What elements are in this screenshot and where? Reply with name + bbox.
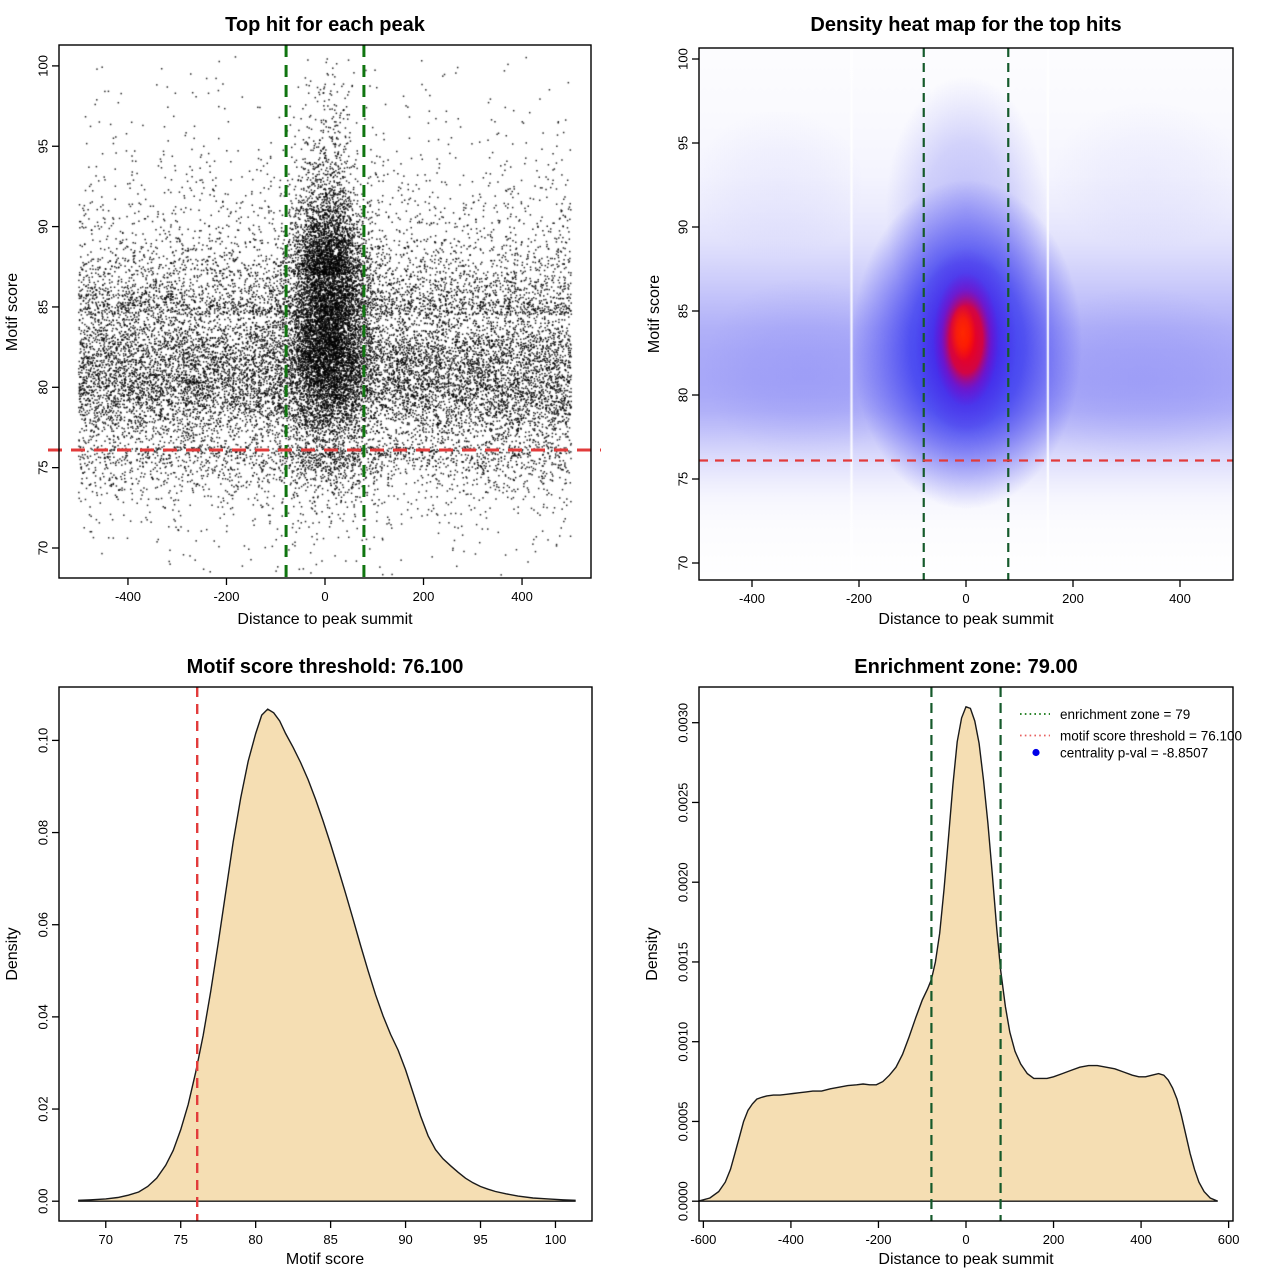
score-density-title: Motif score threshold: 76.100 [187, 656, 464, 678]
distance-density-y-tick-label: 0.0015 [676, 942, 691, 982]
score-density-x-tick-label: 75 [173, 1232, 187, 1247]
distance-density-y-tick-label: 0.0010 [676, 1022, 691, 1062]
heatmap-x-tick-label: -200 [846, 591, 872, 606]
distance-density-y-tick-label: 0.0020 [676, 862, 691, 902]
distance-density-x-tick-label: -600 [690, 1232, 716, 1247]
heatmap-y-tick-label: 85 [676, 304, 691, 318]
heatmap-y-tick-label: 90 [676, 220, 691, 234]
distance-density-x-tick-label: 0 [962, 1232, 969, 1247]
heatmap-title: Density heat map for the top hits [810, 14, 1121, 36]
score-density-density-area [78, 708, 576, 1202]
distance-density-ylabel: Density [644, 927, 661, 980]
score-density-x-tick-label: 90 [398, 1232, 412, 1247]
legend-threshold-label: motif score threshold = 76.100 [1060, 729, 1242, 744]
score-density-y-tick-label: 0.04 [36, 1004, 51, 1029]
score-density-x-tick-label: 80 [248, 1232, 262, 1247]
heatmap-xlabel: Distance to peak summit [878, 611, 1054, 628]
heatmap-y-tick-label: 80 [676, 388, 691, 402]
scatter-title: Top hit for each peak [225, 14, 426, 36]
distance-density-y-tick-label: 0.0030 [676, 703, 691, 743]
heatmap-y-tick-label: 100 [676, 48, 691, 70]
score-density-plot-box [58, 686, 593, 1222]
heatmap-ylabel: Motif score [646, 275, 663, 353]
scatter-y-tick-label: 85 [36, 300, 51, 314]
legend-pval-label: centrality p-val = -8.8507 [1060, 746, 1208, 761]
scatter-y-tick-label: 100 [36, 55, 51, 77]
distance-density-y-tick-label: 0.0005 [676, 1102, 691, 1142]
heatmap-y-tick-label: 95 [676, 136, 691, 150]
scatter-y-tick-label: 70 [36, 541, 51, 555]
distance-density-x-tick-label: -400 [778, 1232, 804, 1247]
scatter-y-tick-label: 95 [36, 139, 51, 153]
scatter-ylabel: Motif score [4, 273, 21, 351]
scatter-y-tick-label: 80 [36, 380, 51, 394]
distance-density-y-tick-label: 0.0000 [676, 1181, 691, 1221]
generated-plot-elements: -400 -200 0 200 400 70 75 80 85 90 95 100 -400 -200 0 2… [36, 44, 1240, 1247]
heatmap-x-tick-label: 200 [1062, 591, 1084, 606]
panel-distance-density: Enrichment zone: 79.00 Distance to peak … [644, 656, 1242, 1268]
legend-blue-point-swatch [1032, 748, 1040, 757]
scatter-y-tick-label: 75 [36, 460, 51, 474]
scatter-y-tick-label: 90 [36, 219, 51, 233]
distance-density-x-tick-label: 400 [1130, 1232, 1152, 1247]
heatmap-x-tick-label: -400 [739, 591, 765, 606]
distance-density-title: Enrichment zone: 79.00 [854, 656, 1077, 678]
scatter-xlabel: Distance to peak summit [237, 611, 413, 628]
score-density-ylabel: Density [4, 927, 21, 980]
score-density-xlabel: Motif score [286, 1251, 364, 1268]
score-density-x-tick-label: 95 [473, 1232, 487, 1247]
score-density-y-tick-label: 0.08 [36, 820, 51, 845]
score-density-y-tick-label: 0.02 [36, 1096, 51, 1121]
distance-density-y-tick-label: 0.0025 [676, 783, 691, 823]
scatter-x-tick-label: 0 [321, 589, 328, 604]
scatter-x-tick-label: -200 [213, 589, 239, 604]
heatmap-x-tick-label: 0 [962, 591, 969, 606]
heatmap-y-tick-label: 70 [676, 556, 691, 570]
heatmap-plot-box [698, 47, 1234, 581]
legend: enrichment zone = 79 motif score thresho… [1020, 707, 1242, 761]
distance-density-xlabel: Distance to peak summit [878, 1251, 1054, 1268]
panel-score-density: Motif score threshold: 76.100 Motif scor… [4, 656, 463, 1268]
scatter-x-tick-label: -400 [115, 589, 141, 604]
scatter-plot-box [58, 44, 592, 579]
distance-density-x-tick-label: 600 [1218, 1232, 1240, 1247]
distance-density-x-tick-label: -200 [865, 1232, 891, 1247]
scatter-x-tick-label: 200 [413, 589, 435, 604]
panel-heatmap: Density heat map for the top hits Distan… [646, 14, 1122, 628]
distance-density-plot-box [698, 686, 1234, 1222]
heatmap-y-tick-label: 75 [676, 472, 691, 486]
scatter-x-tick-label: 400 [511, 589, 533, 604]
panel-scatter: Top hit for each peak Distance to peak s… [4, 14, 426, 628]
heatmap-x-tick-label: 400 [1169, 591, 1191, 606]
score-density-y-tick-label: 0.00 [36, 1189, 51, 1214]
legend-enrichment-zone-label: enrichment zone = 79 [1060, 707, 1190, 722]
score-density-x-tick-label: 70 [99, 1232, 113, 1247]
score-density-y-tick-label: 0.10 [36, 728, 51, 753]
distance-density-x-tick-label: 200 [1043, 1232, 1065, 1247]
distance-density-density-area [697, 705, 1218, 1202]
score-density-y-tick-label: 0.06 [36, 912, 51, 937]
score-density-x-tick-label: 85 [323, 1232, 337, 1247]
score-density-x-tick-label: 100 [545, 1232, 567, 1247]
